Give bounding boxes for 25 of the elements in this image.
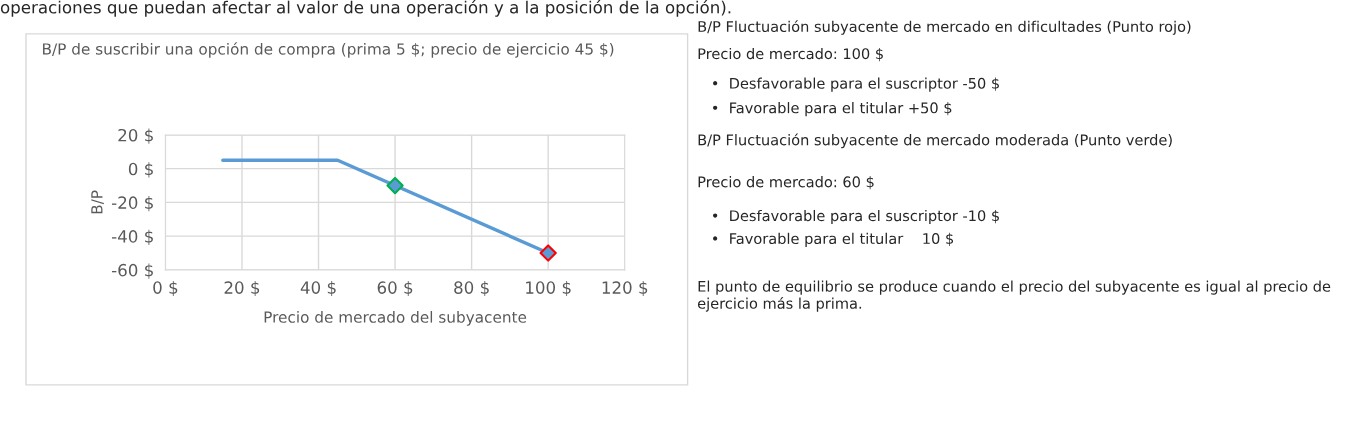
text: • Favorable para el titular 10 $: [713, 232, 954, 247]
text: El punto de equilibrio se produce cuando el precio del subyacente es igual al precio de ejercicio más la prima.: [697, 280, 1331, 312]
x-tick-label: 80 $: [454, 280, 489, 297]
x-tick-label: 100 $: [526, 280, 571, 297]
y-axis-title: B/P: [91, 190, 104, 214]
x-tick-label: 40 $: [300, 280, 336, 297]
y-tick-label: -60 $: [111, 263, 153, 279]
text: B/P Fluctuación subyacente de mercado moderada (Punto verde): [698, 133, 1172, 149]
chart-title: B/P de suscribir una opción de compra (prima 5 $; precio de ejercicio 45 $): [43, 42, 614, 58]
text: operaciones que puedan afectar al valor de una operación y a la posición de la opción).: [0, 0, 731, 17]
text: Precio de mercado: 60 $: [698, 176, 874, 190]
text: Precio de mercado: 100 $: [698, 47, 883, 62]
x-tick-label: 60 $: [377, 280, 413, 297]
text: • Favorable para el titular +50 $: [713, 102, 952, 117]
text: • Desfavorable para el suscriptor -50 $: [713, 77, 999, 92]
y-tick-label: -20 $: [111, 196, 153, 212]
x-tick-label: 0 $: [153, 280, 178, 297]
text: • Desfavorable para el suscriptor -10 $: [713, 209, 999, 225]
y-tick-label: 20 $: [118, 128, 153, 144]
y-tick-label: -40 $: [111, 229, 153, 245]
x-axis-title: Precio de mercado del subyacente: [264, 311, 527, 326]
x-tick-label: 120 $: [602, 280, 648, 297]
y-tick-label: 0 $: [128, 162, 153, 178]
x-tick-label: 20 $: [224, 280, 260, 297]
text: B/P Fluctuación subyacente de mercado en dificultades (Punto rojo): [698, 20, 1191, 35]
